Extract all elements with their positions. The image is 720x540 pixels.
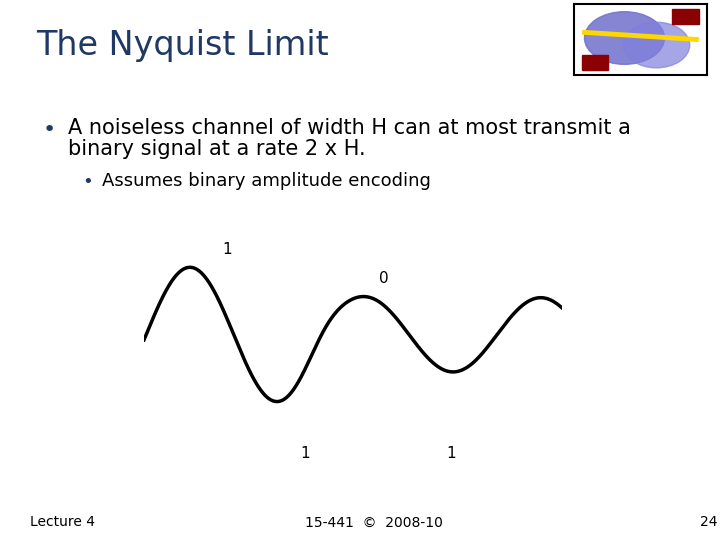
Bar	[0, 133, 40, 138]
Bar	[0, 84, 40, 89]
Bar	[0, 163, 40, 167]
Bar	[0, 487, 40, 491]
Bar	[0, 310, 40, 314]
Text: The Nyquist Limit: The Nyquist Limit	[36, 29, 328, 62]
Bar	[0, 516, 40, 521]
Bar	[0, 232, 40, 235]
Bar	[0, 291, 40, 294]
Text: 1: 1	[222, 242, 233, 257]
Bar	[0, 457, 40, 462]
Bar	[0, 281, 40, 285]
Text: •: •	[42, 120, 56, 140]
Text: Lecture 4: Lecture 4	[30, 516, 95, 529]
Text: •: •	[82, 173, 93, 191]
Bar	[0, 526, 40, 530]
Text: binary signal at a rate 2 x H.: binary signal at a rate 2 x H.	[68, 139, 366, 159]
Bar	[0, 192, 40, 197]
Bar	[0, 202, 40, 206]
Ellipse shape	[623, 22, 690, 68]
Bar	[0, 507, 40, 510]
Bar	[672, 9, 699, 24]
Bar	[0, 369, 40, 373]
Bar	[0, 94, 40, 98]
Text: 1: 1	[446, 446, 456, 461]
Bar	[0, 65, 40, 69]
Bar	[0, 45, 40, 49]
Bar	[0, 16, 40, 19]
Bar	[0, 477, 40, 481]
Text: A noiseless channel of width H can at most transmit a: A noiseless channel of width H can at mo…	[68, 118, 631, 138]
Bar	[0, 399, 40, 402]
Bar	[0, 467, 40, 471]
Bar	[0, 448, 40, 451]
Bar	[0, 55, 40, 59]
Bar	[0, 379, 40, 383]
Text: 0: 0	[379, 271, 389, 286]
Bar	[0, 222, 40, 226]
Bar	[582, 55, 608, 70]
Bar	[0, 153, 40, 157]
Bar	[0, 330, 40, 334]
Bar	[0, 143, 40, 147]
Bar	[0, 389, 40, 393]
Bar	[0, 241, 40, 246]
Bar	[0, 251, 40, 255]
Bar	[0, 438, 40, 442]
Bar	[0, 271, 40, 275]
Bar	[0, 25, 40, 30]
Bar	[0, 359, 40, 363]
Bar	[0, 408, 40, 413]
Bar	[0, 75, 40, 78]
Bar	[0, 340, 40, 343]
Bar	[0, 212, 40, 216]
Bar	[0, 349, 40, 354]
Ellipse shape	[585, 12, 665, 64]
Bar	[0, 173, 40, 177]
Bar	[0, 497, 40, 501]
Text: 24: 24	[701, 516, 718, 529]
Bar	[0, 6, 40, 10]
Bar	[0, 428, 40, 432]
Bar	[0, 35, 40, 39]
Bar	[0, 183, 40, 186]
Bar	[0, 418, 40, 422]
Bar	[0, 300, 40, 305]
Text: 1: 1	[300, 446, 310, 461]
Bar	[0, 536, 40, 540]
Bar	[0, 320, 40, 324]
Text: Assumes binary amplitude encoding: Assumes binary amplitude encoding	[102, 172, 431, 190]
Bar	[0, 124, 40, 127]
Bar	[0, 261, 40, 265]
Text: 15-441  ©  2008-10: 15-441 © 2008-10	[305, 516, 443, 529]
Bar	[0, 114, 40, 118]
Bar	[0, 104, 40, 108]
